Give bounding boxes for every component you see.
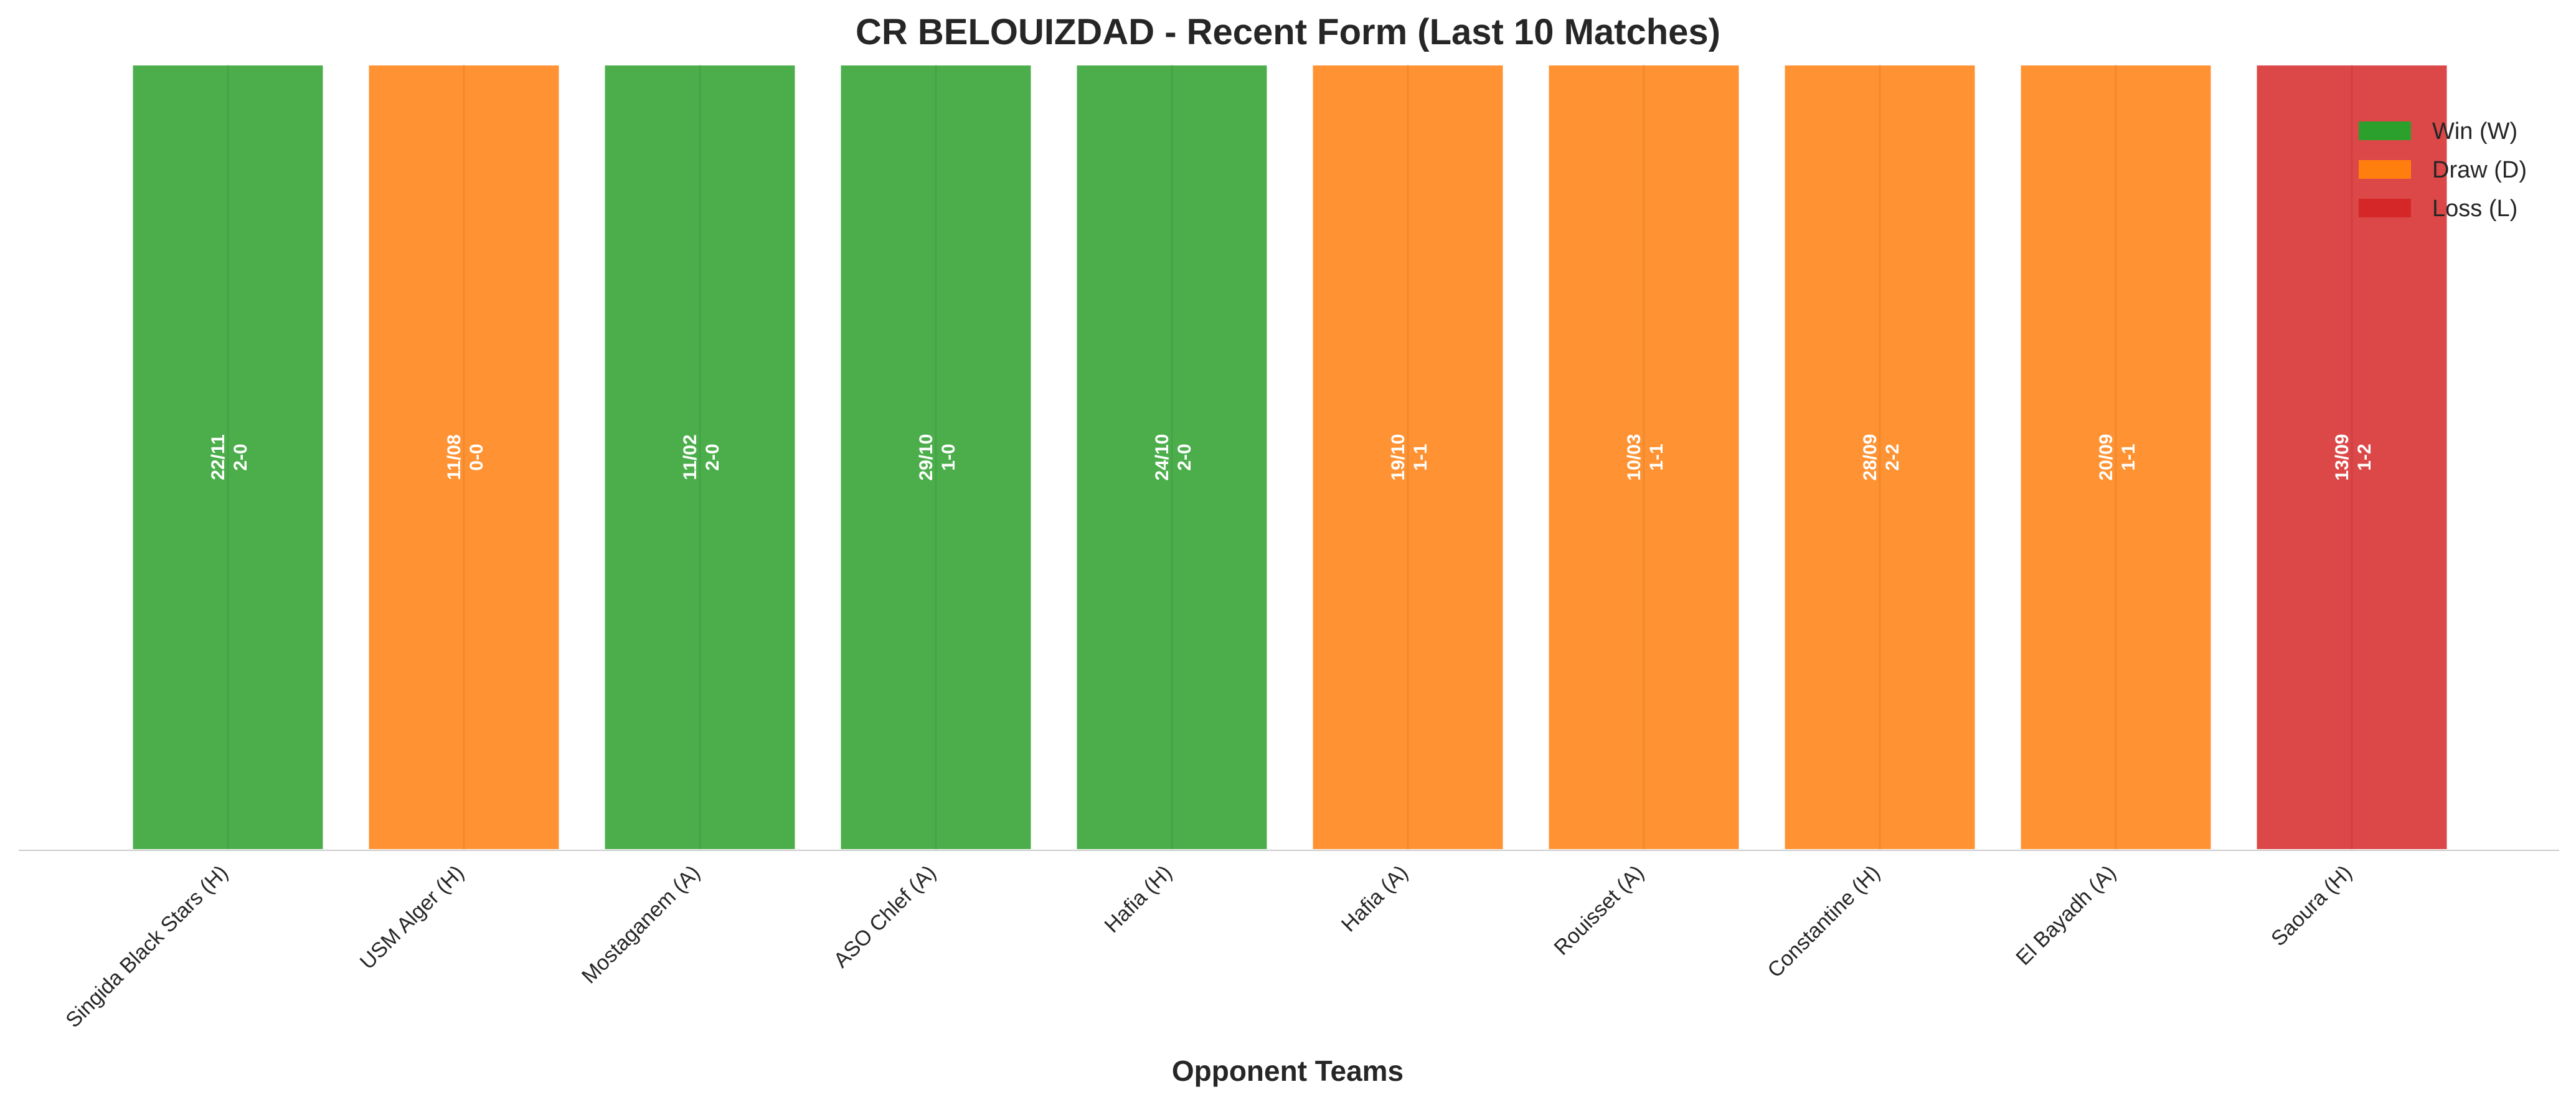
match-date: 28/09 xyxy=(1860,434,1880,481)
match-date: 22/11 xyxy=(208,434,229,480)
match-date: 10/03 xyxy=(1624,434,1644,481)
bar-value-label: 19/10 1-1 xyxy=(1388,434,1431,481)
match-score: 2-0 xyxy=(702,444,723,470)
match-score: 1-0 xyxy=(938,444,959,470)
legend-label-w: Win (W) xyxy=(2432,118,2517,145)
x-tick-label: USM Alger (H) xyxy=(356,861,469,974)
x-tick-labels: Singida Black Stars (H) USM Alger (H) Most… xyxy=(61,861,2356,1032)
bar-value-label: 13/09 1-2 xyxy=(2332,434,2375,481)
match-date: 11/08 xyxy=(444,434,465,480)
x-axis-label: Opponent Teams xyxy=(1172,1055,1404,1087)
match-score: 0-0 xyxy=(466,444,487,470)
legend-swatch-w xyxy=(2359,121,2411,140)
match-score: 2-0 xyxy=(1174,444,1195,470)
x-tick-label: Constantine (H) xyxy=(1763,861,1884,982)
bar-10 xyxy=(2254,63,2450,852)
x-tick-label: Saoura (H) xyxy=(2267,861,2356,951)
legend-label-l: Loss (L) xyxy=(2432,196,2517,222)
bars-layer: 22/11 2-0 11/08 0-0 11/02 2-0 29/10 1-0 24/10 2-0… xyxy=(130,63,2450,852)
match-score: 1-1 xyxy=(1410,444,1431,470)
legend: Win (W) Draw (D) Loss (L) xyxy=(2359,118,2527,222)
bar-1 xyxy=(130,63,326,852)
x-tick-label: Hafia (H) xyxy=(1100,861,1177,938)
x-tick-label: Singida Black Stars (H) xyxy=(61,861,232,1032)
bar-2 xyxy=(366,63,562,852)
bar-value-label: 11/02 2-0 xyxy=(680,434,723,480)
match-date: 19/10 xyxy=(1388,434,1408,481)
legend-label-d: Draw (D) xyxy=(2432,157,2527,183)
bar-value-label: 20/09 1-1 xyxy=(2096,434,2139,481)
bar-7 xyxy=(1546,63,1742,852)
match-score: 1-2 xyxy=(2354,444,2375,470)
x-tick-label: Hafia (A) xyxy=(1337,861,1413,937)
match-date: 11/02 xyxy=(680,434,701,480)
match-score: 2-0 xyxy=(230,444,251,470)
legend-swatch-d xyxy=(2359,160,2411,179)
bar-9 xyxy=(2018,63,2214,852)
match-date: 13/09 xyxy=(2332,434,2352,481)
bar-value-label: 11/08 0-0 xyxy=(444,434,487,480)
match-score: 1-1 xyxy=(1646,444,1667,470)
bar-5 xyxy=(1074,63,1270,852)
x-tick-label: Mostaganem (A) xyxy=(577,861,705,989)
match-score: 2-2 xyxy=(1882,444,1903,470)
legend-swatch-l xyxy=(2359,199,2411,217)
x-tick-label: Rouisset (A) xyxy=(1550,861,1649,960)
bar-value-label: 10/03 1-1 xyxy=(1624,434,1667,481)
bar-8 xyxy=(1782,63,1978,852)
match-date: 24/10 xyxy=(1152,434,1172,481)
bar-4 xyxy=(838,63,1034,852)
bar-3 xyxy=(602,63,798,852)
bar-value-label: 24/10 2-0 xyxy=(1152,434,1195,481)
bar-6 xyxy=(1310,63,1506,852)
x-tick-label: El Bayadh (A) xyxy=(2011,861,2120,970)
bar-value-label: 29/10 1-0 xyxy=(916,434,959,481)
bar-value-label: 22/11 2-0 xyxy=(208,434,251,480)
match-date: 29/10 xyxy=(916,434,937,481)
match-score: 1-1 xyxy=(2118,444,2139,470)
chart-title: CR BELOUIZDAD - Recent Form (Last 10 Mat… xyxy=(856,12,1720,52)
x-tick-label: ASO Chlef (A) xyxy=(829,861,940,972)
match-date: 20/09 xyxy=(2096,434,2116,481)
bar-value-label: 28/09 2-2 xyxy=(1860,434,1903,481)
